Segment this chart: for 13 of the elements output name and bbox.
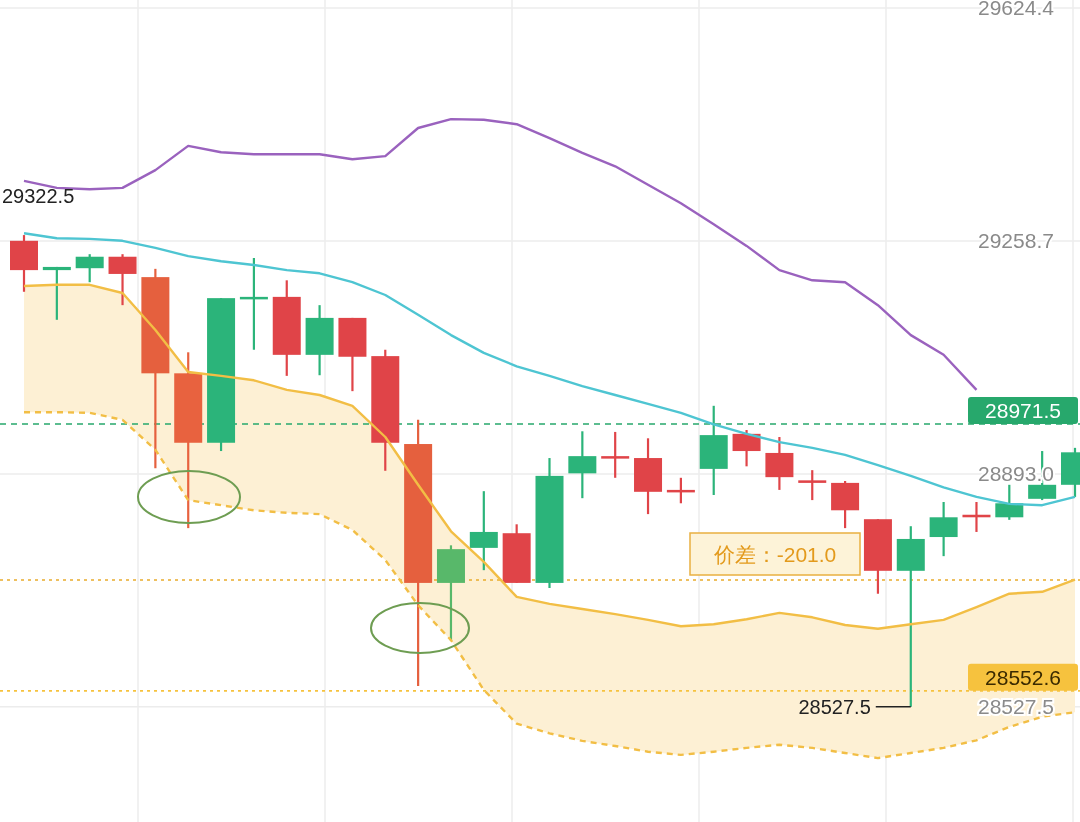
annotation: 28527.5 <box>798 695 871 718</box>
candlestick <box>601 430 630 479</box>
ytick: 28527.5 <box>978 694 1054 718</box>
candlestick <box>798 469 827 502</box>
ytick: 29258.7 <box>978 229 1054 252</box>
ref-line-label: 28552.6 <box>985 665 1061 689</box>
annotation: 价差：-201.0 <box>712 543 837 566</box>
annotation: 价差：-201.0 <box>689 532 861 576</box>
annotation: 29322.5 <box>2 185 75 207</box>
ytick: 29624.4 <box>978 0 1054 20</box>
candlestick <box>42 265 71 321</box>
ref-line-label: 28971.5 <box>985 398 1061 422</box>
candlestick <box>75 253 104 284</box>
